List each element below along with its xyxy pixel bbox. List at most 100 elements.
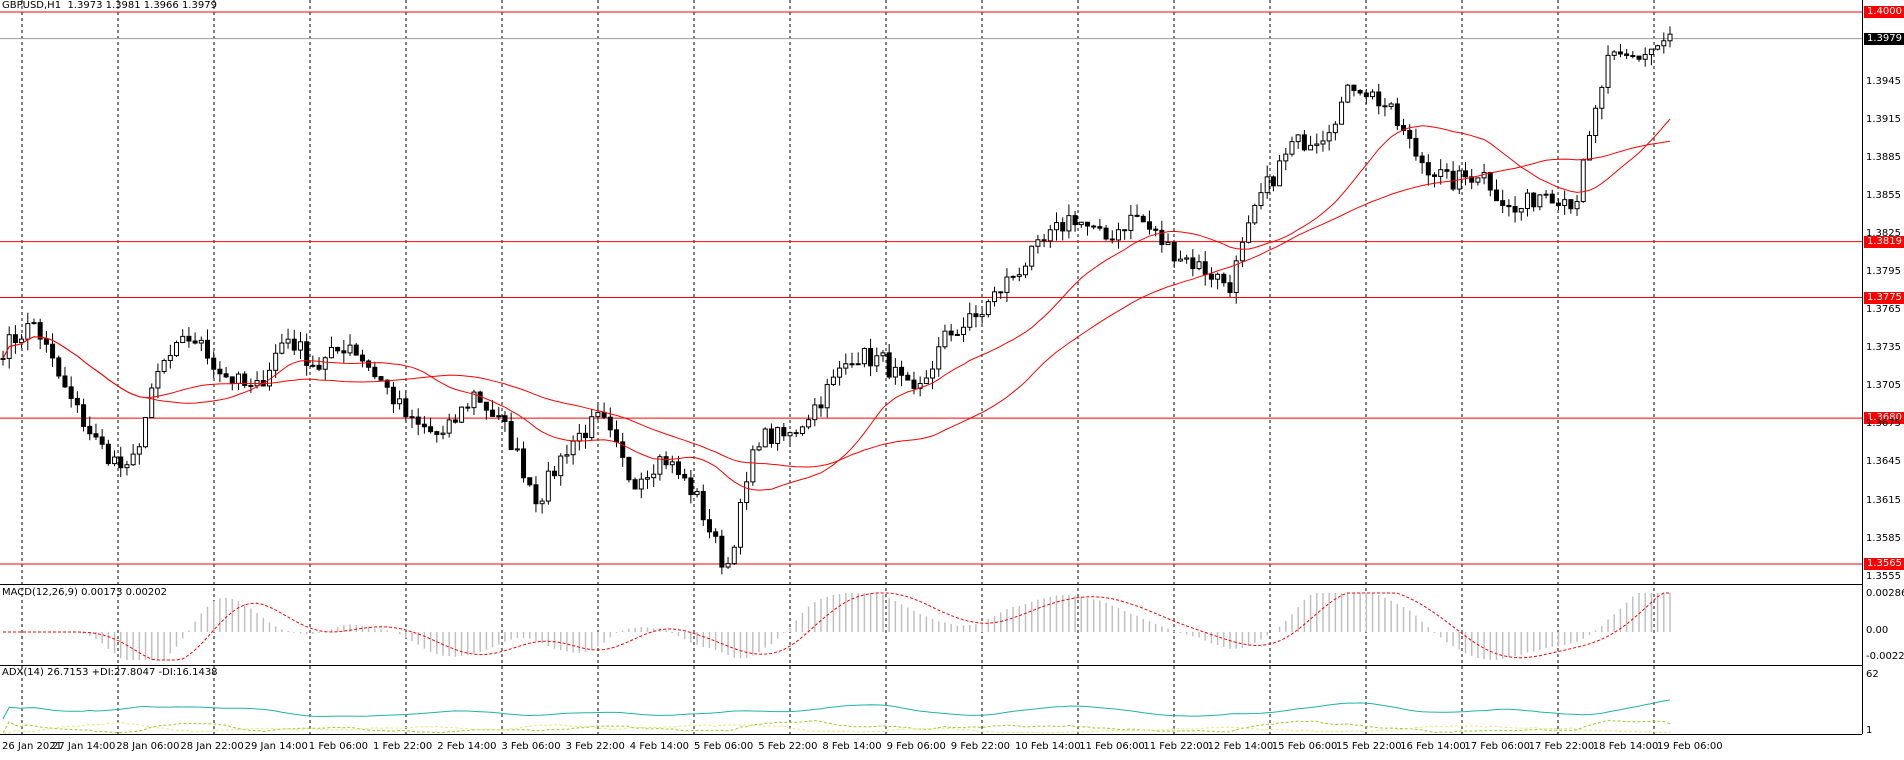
candle-body bbox=[744, 481, 750, 504]
adx-minus-di-line bbox=[3, 722, 1670, 734]
candle-body bbox=[1109, 238, 1115, 241]
candle-body bbox=[1320, 140, 1326, 145]
candle-body bbox=[1060, 222, 1066, 232]
candle-body bbox=[775, 427, 781, 444]
candle-body bbox=[1041, 239, 1047, 242]
candle-body bbox=[1035, 239, 1041, 247]
candle-body bbox=[1469, 176, 1475, 183]
candle-body bbox=[403, 398, 409, 418]
candle-body bbox=[1605, 54, 1611, 88]
candle-body bbox=[1487, 171, 1493, 191]
time-axis-label: 17 Feb 22:00 bbox=[1528, 741, 1595, 752]
moving-average-line bbox=[2, 140, 1671, 468]
candle-body bbox=[1233, 260, 1239, 293]
candle-body bbox=[1574, 201, 1580, 210]
candle-body bbox=[1004, 276, 1010, 293]
candle-body bbox=[1221, 273, 1227, 284]
candle-body bbox=[1593, 107, 1599, 136]
candle-body bbox=[174, 342, 180, 357]
candle-body bbox=[465, 406, 471, 409]
candle-body bbox=[446, 419, 452, 434]
candle-body bbox=[87, 425, 93, 435]
candle-body bbox=[1357, 89, 1363, 94]
price-axis-label: 1.3885 bbox=[1866, 151, 1901, 163]
candle-body bbox=[1140, 215, 1146, 223]
candle-body bbox=[1153, 228, 1159, 231]
candle-body bbox=[706, 519, 712, 533]
time-axis-label: 4 Feb 14:00 bbox=[629, 741, 690, 752]
candle-body bbox=[279, 342, 285, 354]
price-chart-pane[interactable]: GBPUSD,H1 1.3973 1.3981 1.3966 1.3979 bbox=[0, 0, 1862, 585]
candle-body bbox=[1394, 103, 1400, 127]
candle-body bbox=[985, 301, 991, 316]
candle-body bbox=[868, 348, 874, 367]
adx-pane[interactable]: ADX(14) 26.7153 +DI:27.8047 -DI:16.1438 bbox=[0, 667, 1862, 734]
candle-body bbox=[223, 373, 229, 378]
candle-body bbox=[1326, 132, 1332, 142]
candle-body bbox=[1345, 84, 1351, 103]
symbol-name: GBPUSD,H1 bbox=[2, 0, 62, 11]
time-axis-label: 11 Feb 06:00 bbox=[1079, 741, 1145, 752]
candle-body bbox=[1208, 273, 1214, 280]
candle-body bbox=[1363, 92, 1369, 98]
candle-body bbox=[99, 436, 105, 445]
candle-body bbox=[1258, 192, 1264, 207]
candle-body bbox=[1413, 137, 1419, 157]
candle-body bbox=[242, 373, 248, 387]
candle-body bbox=[483, 401, 489, 411]
candle-body bbox=[1537, 194, 1543, 208]
candle-body bbox=[545, 470, 551, 502]
candle-body bbox=[1388, 103, 1394, 107]
candle-body bbox=[1500, 200, 1506, 206]
candle-body bbox=[1438, 169, 1444, 177]
candle-body bbox=[12, 334, 18, 344]
candle-body bbox=[1599, 86, 1605, 109]
candle-body bbox=[161, 359, 167, 373]
macd-pane[interactable]: MACD(12,26,9) 0.00173 0.00202 bbox=[0, 587, 1862, 666]
price-axis-border bbox=[1862, 0, 1863, 734]
candle-body bbox=[50, 343, 56, 359]
candle-body bbox=[874, 355, 880, 367]
candle-body bbox=[229, 376, 235, 384]
candle-body bbox=[421, 423, 427, 428]
candle-body bbox=[328, 346, 334, 359]
candle-body bbox=[1617, 51, 1623, 55]
candle-body bbox=[979, 314, 985, 318]
candle-body bbox=[490, 409, 496, 417]
time-axis-label: 12 Feb 14:00 bbox=[1207, 741, 1274, 752]
candle-body bbox=[180, 335, 186, 344]
candle-body bbox=[56, 357, 62, 377]
time-axis-label: 1 Feb 22:00 bbox=[373, 741, 433, 752]
candle-body bbox=[1493, 189, 1499, 202]
adx-plus-di-line bbox=[2, 719, 1671, 734]
candle-body bbox=[812, 404, 818, 421]
candle-body bbox=[558, 455, 564, 477]
time-axis-border bbox=[0, 734, 1862, 735]
candle-body bbox=[521, 448, 527, 479]
macd-signal-line bbox=[3, 592, 1670, 661]
time-axis-label: 1 Feb 06:00 bbox=[308, 741, 369, 752]
price-axis-label: 1.3645 bbox=[1866, 456, 1901, 468]
candle-body bbox=[737, 502, 743, 548]
candle-body bbox=[682, 473, 688, 479]
candle-body bbox=[948, 330, 954, 336]
candle-body bbox=[1103, 227, 1109, 240]
candle-body bbox=[105, 443, 111, 465]
candle-body bbox=[1283, 153, 1289, 162]
price-axis-label: 1.3795 bbox=[1866, 266, 1901, 278]
adx-axis-label: 1 bbox=[1866, 725, 1873, 736]
candle-body bbox=[341, 350, 347, 354]
candle-body bbox=[273, 352, 279, 371]
candle-body bbox=[1308, 144, 1314, 151]
candle-body bbox=[1128, 214, 1134, 231]
candle-body bbox=[713, 531, 719, 537]
candle-body bbox=[310, 364, 316, 367]
candle-body bbox=[1401, 125, 1407, 131]
price-axis-label: 1.3675 bbox=[1866, 418, 1901, 430]
candle-body bbox=[539, 500, 545, 505]
candle-body bbox=[390, 386, 396, 405]
candle-body bbox=[192, 340, 198, 344]
candle-body bbox=[217, 368, 223, 375]
candle-body bbox=[644, 477, 650, 480]
